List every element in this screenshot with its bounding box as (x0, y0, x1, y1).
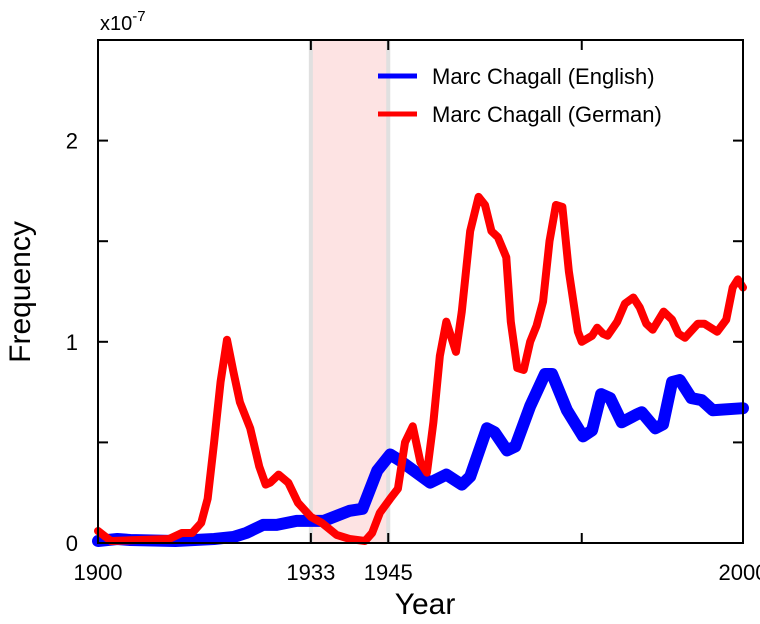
shaded-region-layer (308, 40, 391, 543)
series-line-1 (94, 192, 747, 545)
x-tick-label: 1900 (74, 560, 123, 585)
x-axis-label: Year (395, 588, 456, 619)
x-tick-label: 1933 (286, 560, 335, 585)
y-tick-label: 1 (66, 330, 78, 355)
plot-frame (97, 39, 744, 544)
series-line-0 (92, 367, 749, 547)
y-multiplier-label: x10-7 (100, 8, 146, 35)
shaded-region (310, 40, 389, 543)
y-tick-label: 0 (66, 531, 78, 556)
legend-label: Marc Chagall (German) (432, 102, 662, 127)
x-tick-label: 1945 (364, 560, 413, 585)
legend-label: Marc Chagall (English) (432, 64, 655, 89)
legend: Marc Chagall (English) Marc Chagall (Germ… (378, 64, 662, 127)
y-axis-label: Frequency (4, 221, 37, 363)
series-layer (92, 192, 749, 547)
y-tick-label: 2 (66, 129, 78, 154)
